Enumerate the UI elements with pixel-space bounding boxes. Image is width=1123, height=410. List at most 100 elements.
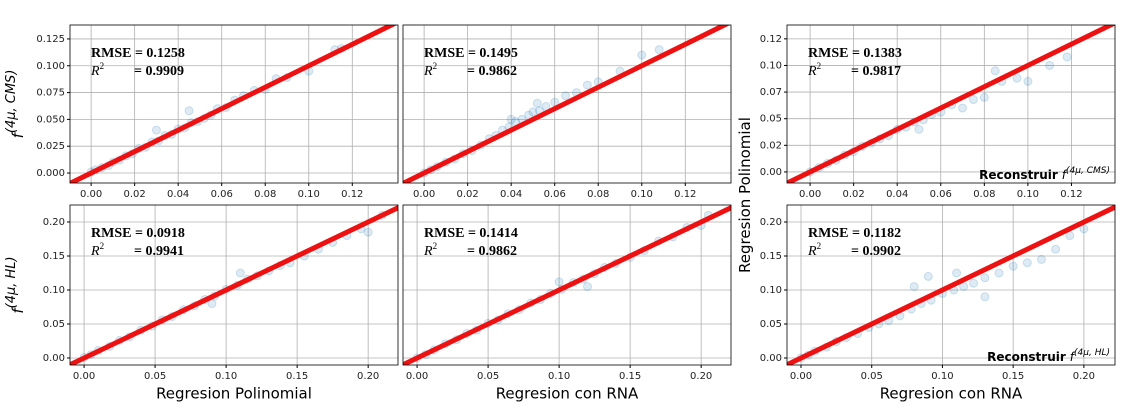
rmse-annotation: RMSE = 0.0918 — [91, 226, 185, 241]
y-tick-label: 0.05 — [43, 319, 65, 330]
scatter-point — [909, 282, 919, 292]
axes-frame — [402, 204, 732, 366]
scatter-point — [207, 299, 217, 309]
x-tick-label: 0.02 — [457, 189, 479, 200]
r2-sup: 2 — [100, 241, 105, 251]
note-sup: (4μ, HL) — [1074, 348, 1110, 358]
scatter-point — [654, 45, 664, 55]
panel — [403, 205, 731, 365]
x-tick-label: 0.10 — [631, 189, 653, 200]
x-tick-label: 0.15 — [286, 371, 308, 382]
x-axis-label: Regresion con RNA — [496, 385, 639, 403]
x-tick-label: 0.00 — [790, 371, 812, 382]
scatter-point — [1045, 60, 1055, 70]
x-tick-label: 0.00 — [73, 371, 95, 382]
r2-sup: 2 — [433, 61, 438, 71]
scatter-point — [554, 277, 564, 287]
r2-sup: 2 — [817, 61, 822, 71]
x-tick-label: 0.10 — [298, 189, 320, 200]
scatter-point — [582, 80, 592, 90]
r2-annotation: R2 = 0.9909 — [90, 61, 184, 79]
identity-line — [70, 25, 398, 183]
x-tick-label: 0.08 — [587, 189, 609, 200]
y-tick-label: 0.00 — [760, 167, 782, 178]
x-tick-label: 0.00 — [413, 189, 435, 200]
y-tick-label: 0.100 — [36, 61, 65, 72]
scatter-point — [958, 103, 968, 113]
rmse-annotation: RMSE = 0.1495 — [424, 46, 518, 61]
scatter-point — [637, 50, 647, 60]
x-tick-label: 0.20 — [690, 371, 712, 382]
scatter-point — [151, 125, 161, 135]
r2-value: = 0.9941 — [134, 244, 184, 259]
x-tick-label: 0.04 — [500, 189, 522, 200]
y-label-sup: (4μ, CMS) — [4, 70, 19, 134]
y-tick-label: 0.02 — [760, 140, 782, 151]
panel — [70, 25, 398, 183]
y-tick-label: 0.05 — [760, 114, 782, 125]
x-tick-label: 0.00 — [80, 189, 102, 200]
scatter-point — [1023, 76, 1033, 86]
y-axis-label: Regresion Polinomial — [736, 117, 754, 273]
scatter-point — [969, 278, 979, 288]
axes-frame — [786, 204, 1116, 366]
note-text: Reconstruir — [987, 350, 1066, 364]
r2-sup: 2 — [100, 61, 105, 71]
panel — [70, 205, 398, 365]
scatter-point — [235, 268, 245, 278]
x-tick-label: 0.20 — [357, 371, 379, 382]
x-tick-label: 0.08 — [973, 189, 995, 200]
y-tick-label: 0.07 — [760, 87, 782, 98]
scatter-point — [952, 268, 962, 278]
y-tick-label: 0.12 — [760, 34, 782, 45]
y-tick-label: 0.025 — [36, 141, 65, 152]
y-tick-label: 0.125 — [36, 34, 65, 45]
y-tick-label: 0.15 — [43, 251, 65, 262]
scatter-point — [1008, 261, 1018, 271]
x-tick-label: 0.04 — [167, 189, 189, 200]
x-tick-label: 0.06 — [544, 189, 566, 200]
x-tick-label: 0.10 — [931, 371, 953, 382]
x-tick-label: 0.15 — [1002, 371, 1024, 382]
x-axis-label: Regresion Polinomial — [156, 385, 312, 403]
x-tick-label: 0.02 — [124, 189, 146, 200]
y-tick-label: 0.00 — [43, 353, 65, 364]
y-tick-label: 0.10 — [760, 60, 782, 71]
x-tick-label: 0.00 — [406, 371, 428, 382]
y-tick-label: 0.05 — [760, 319, 782, 330]
panel — [787, 205, 1115, 365]
r2-annotation: R2 = 0.9862 — [423, 241, 517, 259]
r2-value: = 0.9817 — [851, 64, 901, 79]
rmse-annotation: RMSE = 0.1182 — [808, 226, 901, 241]
y-label-sup: (4μ, HL) — [4, 256, 19, 308]
note-base: f — [1070, 350, 1076, 364]
reconstruction-note: Reconstruir f(4μ, CMS) — [979, 166, 1110, 182]
x-tick-label: 0.02 — [843, 189, 865, 200]
scatter-point — [979, 92, 989, 102]
scatter-point — [980, 273, 990, 283]
x-tick-label: 0.05 — [144, 371, 166, 382]
note-text: Reconstruir — [979, 168, 1058, 182]
r2-label: R — [90, 64, 100, 79]
identity-line — [403, 205, 731, 365]
scatter-point — [1062, 52, 1072, 62]
y-label-base: f — [9, 130, 27, 138]
x-tick-label: 0.10 — [548, 371, 570, 382]
note-sup: (4μ, CMS) — [1066, 166, 1110, 176]
x-tick-label: 0.06 — [211, 189, 233, 200]
rmse-annotation: RMSE = 0.1258 — [91, 46, 185, 61]
x-tick-label: 0.15 — [619, 371, 641, 382]
scatter-point — [914, 124, 924, 134]
scatter-point — [363, 227, 373, 237]
scatter-point — [994, 268, 1004, 278]
scatter-point — [561, 91, 571, 101]
y-label-text: Regresion Polinomial — [736, 117, 754, 273]
x-tick-label: 0.08 — [254, 189, 276, 200]
y-tick-label: 0.20 — [760, 217, 782, 228]
scatter-point — [506, 114, 516, 124]
y-tick-label: 0.00 — [760, 353, 782, 364]
r2-label: R — [807, 64, 817, 79]
x-tick-label: 0.10 — [1017, 189, 1039, 200]
r2-value: = 0.9862 — [467, 244, 517, 259]
